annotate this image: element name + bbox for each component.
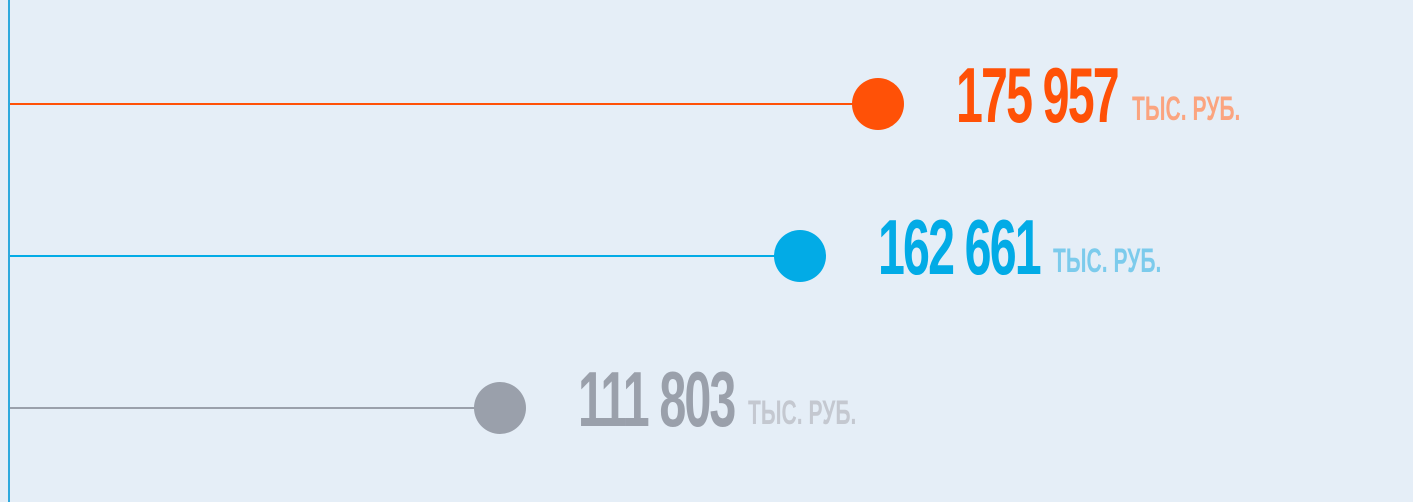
value-unit: ТЫС. РУБ. bbox=[1053, 242, 1162, 280]
value-number: 162 661 bbox=[877, 203, 1042, 291]
value-unit: ТЫС. РУБ. bbox=[748, 394, 857, 432]
value-label: 162 661 bbox=[878, 208, 1139, 286]
lollipop-stem bbox=[10, 407, 500, 409]
value-label: 175 957 bbox=[956, 56, 1217, 134]
value-number: 111 803 bbox=[578, 355, 736, 443]
lollipop-dot bbox=[474, 382, 526, 434]
value-number: 175 957 bbox=[956, 51, 1120, 139]
value-unit: ТЫС. РУБ. bbox=[1131, 90, 1241, 128]
lollipop-dot bbox=[852, 78, 904, 130]
lollipop-stem bbox=[10, 255, 800, 257]
axis-line bbox=[8, 0, 10, 502]
lollipop-dot bbox=[773, 230, 826, 282]
lollipop-stem bbox=[10, 103, 878, 105]
value-label: 111 803 bbox=[578, 360, 830, 438]
